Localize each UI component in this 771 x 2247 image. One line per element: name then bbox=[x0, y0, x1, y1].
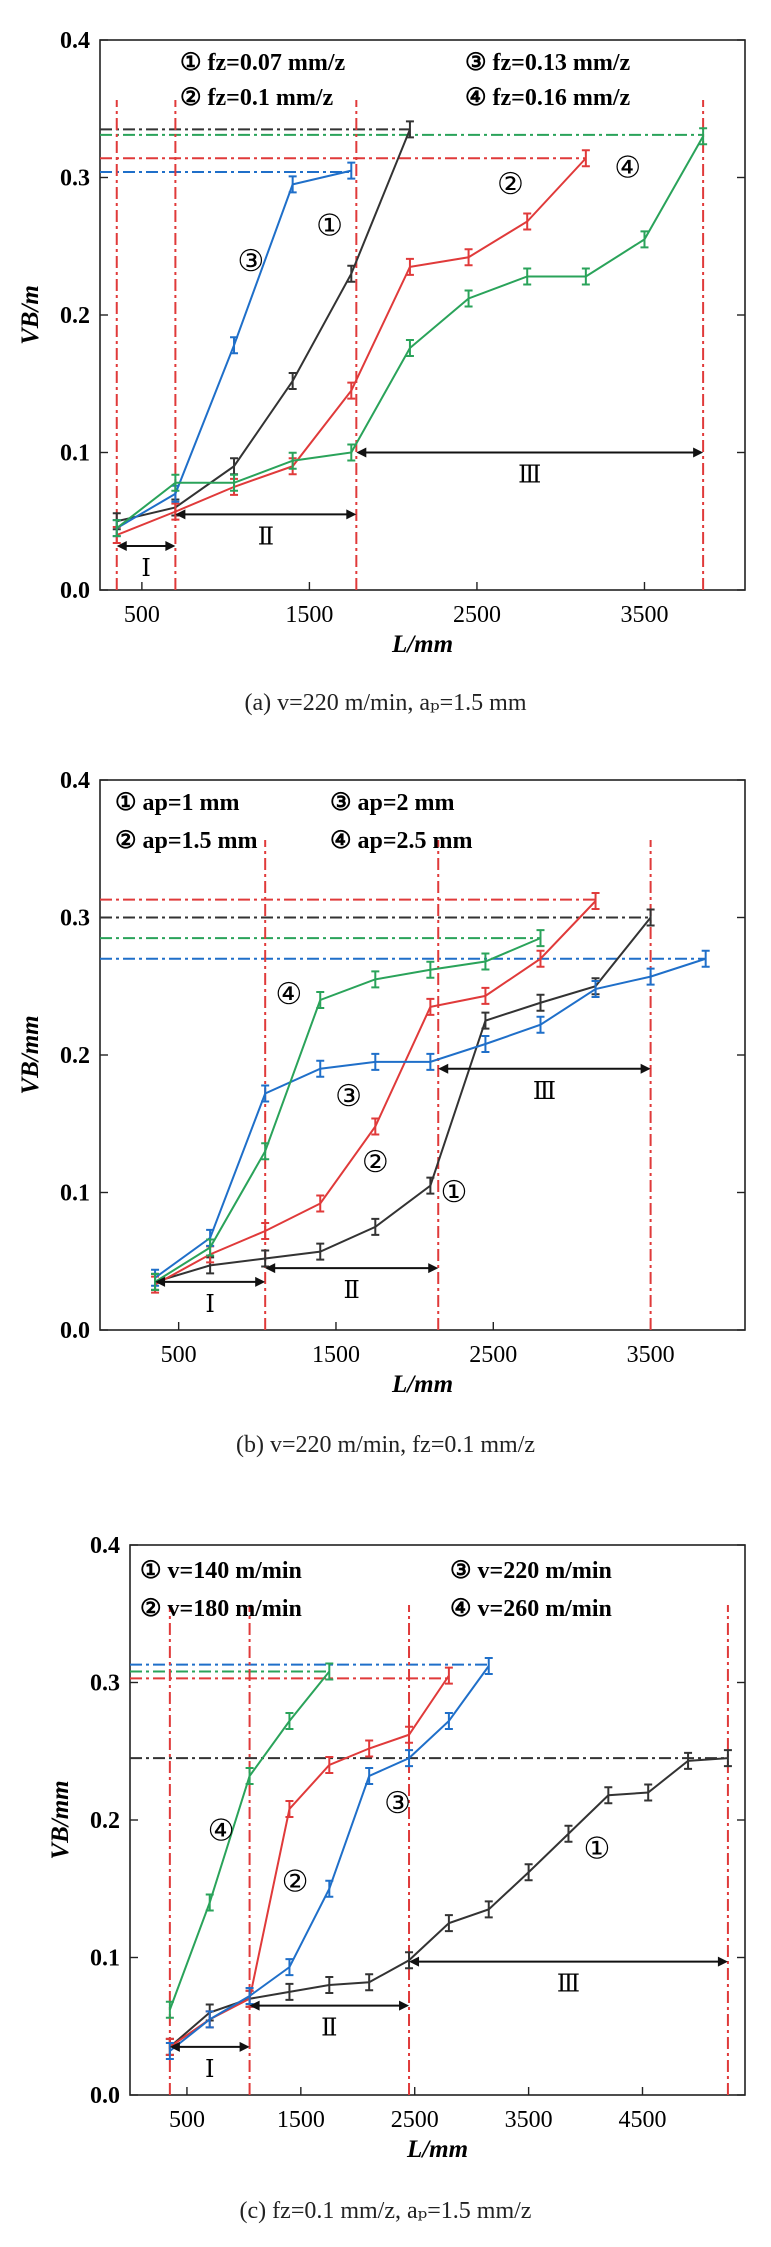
stage-label: Ⅰ bbox=[205, 2057, 214, 2083]
arrow-head bbox=[169, 2041, 180, 2052]
chart-panel-a: 0.0 0.1 0.2 0.3 0.4 500 1500 2500 3500 L/mm VB/m Ⅰ Ⅱ… bbox=[0, 0, 771, 685]
y-tick-label: 0.1 bbox=[60, 1181, 90, 1207]
legend-entry: ④ ap=2.5 mm bbox=[330, 828, 473, 854]
legend-entry: ③ v=220 m/min bbox=[450, 1558, 612, 1584]
arrow-head bbox=[356, 447, 367, 458]
y-tick-label: 0.0 bbox=[60, 578, 90, 604]
series-line bbox=[116, 128, 411, 523]
x-tick-label: 1500 bbox=[277, 2107, 325, 2133]
y-tick-label: 0.2 bbox=[90, 1808, 120, 1834]
caption-b: (b) v=220 m/min, fz=0.1 mm/z bbox=[235, 1432, 536, 1458]
curve-label: ③ bbox=[335, 1080, 362, 1113]
legend-entry: ② fz=0.1 mm/z bbox=[180, 85, 333, 111]
arrow-head bbox=[428, 1263, 439, 1274]
curve-label: ② bbox=[282, 1866, 309, 1899]
y-tick-label: 0.2 bbox=[60, 303, 90, 329]
curve-label: ④ bbox=[614, 152, 641, 185]
stage-label: Ⅰ bbox=[141, 556, 150, 582]
arrow-head bbox=[346, 509, 357, 520]
y-tick-label: 0.0 bbox=[90, 2083, 120, 2109]
x-tick-label: 2500 bbox=[453, 602, 501, 628]
stage-label: Ⅰ bbox=[205, 1292, 214, 1318]
series-line bbox=[154, 937, 541, 1283]
arrow-head bbox=[409, 1956, 420, 1967]
x-tick-label: 2500 bbox=[391, 2107, 439, 2133]
arrow-head bbox=[399, 2000, 410, 2011]
legend-entry: ③ ap=2 mm bbox=[330, 790, 455, 816]
arrow-head bbox=[438, 1063, 449, 1074]
x-tick-label: 1500 bbox=[285, 602, 333, 628]
legend-entry: ② ap=1.5 mm bbox=[115, 828, 258, 854]
legend-entry: ④ fz=0.16 mm/z bbox=[465, 85, 630, 111]
series-line bbox=[169, 1675, 450, 2048]
legend-entry: ③ fz=0.13 mm/z bbox=[465, 50, 630, 76]
x-tick-label: 500 bbox=[169, 2107, 205, 2133]
y-axis-title: VB/mm bbox=[47, 1780, 74, 1859]
chart-panel-c: 0.0 0.1 0.2 0.3 0.4 500 1500 2500 3500 4500 L/mm VB… bbox=[47, 1533, 746, 2163]
curve-label: ② bbox=[362, 1146, 389, 1179]
arrow-head bbox=[165, 541, 176, 551]
y-tick-label: 0.4 bbox=[90, 1533, 120, 1559]
x-tick-label: 3500 bbox=[627, 1342, 675, 1368]
curve-label: ② bbox=[497, 168, 524, 201]
caption-c: (c) fz=0.1 mm/z, aₚ=1.5 mm/z bbox=[239, 2198, 532, 2224]
y-tick-label: 0.4 bbox=[60, 28, 90, 54]
x-tick-label: 4500 bbox=[619, 2107, 667, 2133]
x-tick-label: 500 bbox=[124, 602, 160, 628]
curve-label: ③ bbox=[237, 245, 264, 278]
curve-label: ③ bbox=[384, 1787, 411, 1820]
series-line bbox=[154, 916, 652, 1283]
stage-label: Ⅲ bbox=[518, 463, 541, 489]
arrow-head bbox=[155, 1276, 166, 1287]
chart-a: 0.0 0.1 0.2 0.3 0.4 500 1500 2500 3500 L/mm VB/m Ⅰ Ⅱ… bbox=[17, 28, 746, 658]
arrow-head bbox=[640, 1063, 651, 1074]
curve-label: ④ bbox=[275, 978, 302, 1011]
legend-entry: ④ v=260 m/min bbox=[450, 1596, 612, 1622]
arrow-head bbox=[239, 2041, 250, 2052]
curve-label: ④ bbox=[208, 1815, 235, 1848]
x-tick-label: 3500 bbox=[620, 602, 668, 628]
arrow-head bbox=[175, 509, 186, 520]
legend-entry: ① ap=1 mm bbox=[115, 790, 240, 816]
x-tick-label: 500 bbox=[161, 1342, 197, 1368]
stage-label: Ⅱ bbox=[258, 524, 274, 550]
y-tick-label: 0.0 bbox=[60, 1318, 90, 1344]
stage-label: Ⅲ bbox=[533, 1079, 556, 1105]
arrow-head bbox=[717, 1956, 728, 1967]
arrow-head bbox=[249, 2000, 260, 2011]
curve-label: ① bbox=[583, 1833, 610, 1866]
arrow-head bbox=[265, 1263, 276, 1274]
x-tick-label: 3500 bbox=[505, 2107, 553, 2133]
x-axis-title: L/mm bbox=[391, 1371, 453, 1398]
chart-panel-b: 0.0 0.1 0.2 0.3 0.4 500 1500 2500 3500 L/mm VB/mm Ⅰ… bbox=[17, 768, 746, 1398]
x-tick-label: 2500 bbox=[469, 1342, 517, 1368]
curve-label: ① bbox=[441, 1176, 468, 1209]
legend-entry: ① fz=0.07 mm/z bbox=[180, 50, 345, 76]
chart-c: 0.0 0.1 0.2 0.3 0.4 500 1500 2500 3500 4500 L/mm VB… bbox=[47, 1533, 746, 2163]
curve-label: ① bbox=[316, 209, 343, 242]
legend-entry: ② v=180 m/min bbox=[140, 1596, 302, 1622]
y-tick-label: 0.3 bbox=[60, 906, 90, 932]
stage-label: Ⅲ bbox=[557, 1972, 580, 1998]
y-tick-label: 0.3 bbox=[60, 166, 90, 192]
chart-b: 0.0 0.1 0.2 0.3 0.4 500 1500 2500 3500 L/mm VB/mm Ⅰ… bbox=[17, 768, 746, 1398]
y-axis-title: VB/mm bbox=[17, 1015, 44, 1094]
legend-entry: ① v=140 m/min bbox=[140, 1558, 302, 1584]
y-tick-label: 0.2 bbox=[60, 1043, 90, 1069]
arrow-head bbox=[693, 447, 704, 458]
y-tick-label: 0.1 bbox=[60, 441, 90, 467]
stage-label: Ⅱ bbox=[344, 1278, 360, 1304]
y-tick-label: 0.1 bbox=[90, 1946, 120, 1972]
stage-label: Ⅱ bbox=[321, 2016, 337, 2042]
y-axis-title: VB/m bbox=[17, 285, 44, 345]
x-axis-title: L/mm bbox=[391, 631, 453, 658]
caption-a: (a) v=220 m/min, aₚ=1.5 mm bbox=[244, 690, 527, 716]
y-tick-label: 0.3 bbox=[90, 1671, 120, 1697]
arrow-head bbox=[116, 541, 127, 551]
x-tick-label: 1500 bbox=[312, 1342, 360, 1368]
arrow-head bbox=[255, 1276, 266, 1287]
y-tick-label: 0.4 bbox=[60, 768, 90, 794]
x-axis-title: L/mm bbox=[406, 2136, 468, 2163]
